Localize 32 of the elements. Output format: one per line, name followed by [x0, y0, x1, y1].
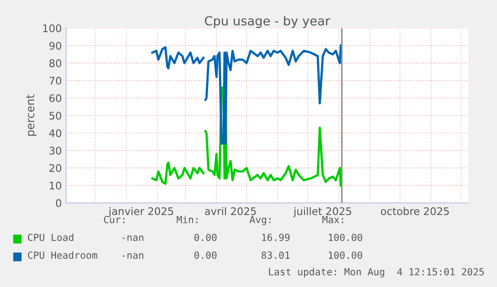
y-tick-label: 80 — [49, 59, 62, 68]
y-tick-label: 90 — [49, 42, 62, 50]
y-tick-label: 60 — [49, 94, 62, 102]
text: 16.99 — [262, 234, 290, 242]
y-tick-label: 50 — [49, 112, 62, 120]
chart-title: Cpu usage - by year — [204, 16, 330, 28]
y-tick-label: 20 — [49, 164, 62, 172]
x-tick-label: janvier 2025 — [108, 207, 174, 218]
legend-label: CPU Headroom — [28, 251, 98, 259]
y-tick-label: 10 — [50, 182, 62, 190]
text: Avg: — [250, 216, 271, 226]
y-tick-label: 100 — [43, 24, 62, 32]
text: 100.00 — [328, 251, 362, 259]
text: Min: — [176, 216, 198, 224]
text: -nan — [122, 253, 144, 259]
y-tick-label: 40 — [49, 129, 62, 138]
x-tick-label: octobre 2025 — [380, 207, 449, 216]
text: Last update: Mon Aug 4 12:15:01 2025 — [269, 268, 484, 278]
text: 0.00 — [194, 251, 217, 259]
y-axis-title: percent — [26, 94, 36, 136]
x-tick-label: juillet 2025 — [293, 207, 352, 218]
text: 83.01 — [262, 251, 290, 259]
text: -nan — [122, 235, 144, 242]
legend-label: CPU Load — [28, 234, 74, 242]
text: 100.00 — [328, 234, 362, 242]
text: Cur: — [104, 216, 124, 224]
y-tick-label: 0 — [56, 199, 62, 208]
x-tick-label: avril 2025 — [204, 207, 256, 216]
text: Max: — [322, 216, 344, 224]
y-tick-label: 70 — [50, 76, 62, 85]
text: 0.00 — [194, 234, 217, 242]
y-tick-label: 30 — [49, 146, 62, 155]
